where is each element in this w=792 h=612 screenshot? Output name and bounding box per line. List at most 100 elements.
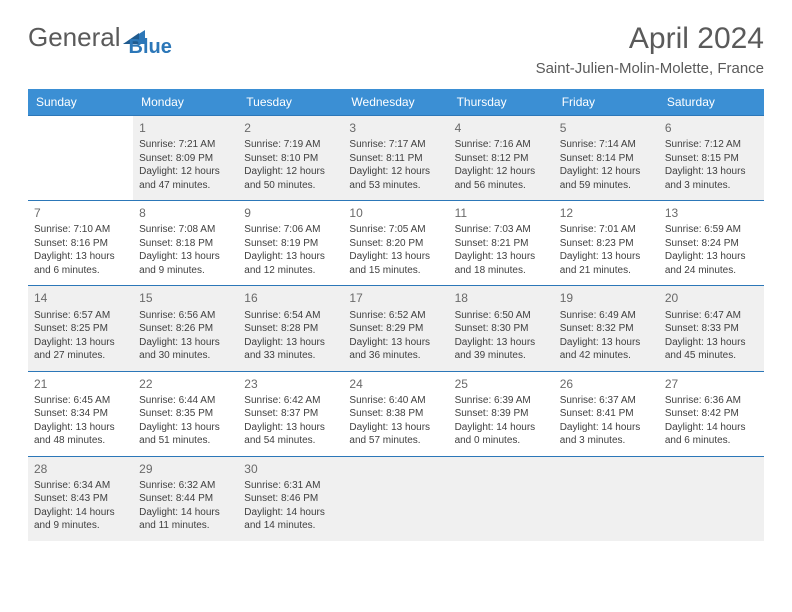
cell-day1: Daylight: 13 hours bbox=[560, 336, 653, 350]
cell-day2: and 39 minutes. bbox=[455, 349, 548, 363]
cell-day2: and 48 minutes. bbox=[34, 434, 127, 448]
calendar-cell: 1Sunrise: 7:21 AMSunset: 8:09 PMDaylight… bbox=[133, 116, 238, 201]
cell-day2: and 18 minutes. bbox=[455, 264, 548, 278]
cell-sunset: Sunset: 8:11 PM bbox=[349, 152, 442, 166]
calendar-grid: Sunday Monday Tuesday Wednesday Thursday… bbox=[28, 89, 764, 541]
cell-sunset: Sunset: 8:09 PM bbox=[139, 152, 232, 166]
day-number: 18 bbox=[455, 290, 548, 306]
day-number: 6 bbox=[665, 120, 758, 136]
cell-sunrise: Sunrise: 7:06 AM bbox=[244, 223, 337, 237]
cell-sunset: Sunset: 8:30 PM bbox=[455, 322, 548, 336]
calendar-cell: 13Sunrise: 6:59 AMSunset: 8:24 PMDayligh… bbox=[659, 201, 764, 286]
cell-sunset: Sunset: 8:28 PM bbox=[244, 322, 337, 336]
day-number: 10 bbox=[349, 205, 442, 221]
cell-sunrise: Sunrise: 6:59 AM bbox=[665, 223, 758, 237]
cell-sunset: Sunset: 8:29 PM bbox=[349, 322, 442, 336]
calendar-cell: 27Sunrise: 6:36 AMSunset: 8:42 PMDayligh… bbox=[659, 371, 764, 456]
day-number: 4 bbox=[455, 120, 548, 136]
cell-sunset: Sunset: 8:19 PM bbox=[244, 237, 337, 251]
cell-day1: Daylight: 12 hours bbox=[560, 165, 653, 179]
cell-day2: and 30 minutes. bbox=[139, 349, 232, 363]
cell-sunrise: Sunrise: 6:50 AM bbox=[455, 309, 548, 323]
cell-sunrise: Sunrise: 6:42 AM bbox=[244, 394, 337, 408]
calendar-cell: 28Sunrise: 6:34 AMSunset: 8:43 PMDayligh… bbox=[28, 456, 133, 541]
day-number: 29 bbox=[139, 461, 232, 477]
calendar-cell: 2Sunrise: 7:19 AMSunset: 8:10 PMDaylight… bbox=[238, 116, 343, 201]
month-title: April 2024 bbox=[536, 22, 764, 56]
cell-day2: and 56 minutes. bbox=[455, 179, 548, 193]
cell-sunrise: Sunrise: 6:54 AM bbox=[244, 309, 337, 323]
cell-day2: and 3 minutes. bbox=[665, 179, 758, 193]
cell-sunrise: Sunrise: 7:12 AM bbox=[665, 138, 758, 152]
day-number: 13 bbox=[665, 205, 758, 221]
cell-day1: Daylight: 12 hours bbox=[244, 165, 337, 179]
day-number: 24 bbox=[349, 376, 442, 392]
cell-sunrise: Sunrise: 7:14 AM bbox=[560, 138, 653, 152]
cell-sunrise: Sunrise: 6:40 AM bbox=[349, 394, 442, 408]
cell-day1: Daylight: 13 hours bbox=[139, 421, 232, 435]
calendar-cell bbox=[28, 116, 133, 201]
cell-sunset: Sunset: 8:37 PM bbox=[244, 407, 337, 421]
cell-sunrise: Sunrise: 6:36 AM bbox=[665, 394, 758, 408]
day-number: 25 bbox=[455, 376, 548, 392]
calendar-cell bbox=[449, 456, 554, 541]
cell-day2: and 9 minutes. bbox=[139, 264, 232, 278]
cell-sunrise: Sunrise: 7:21 AM bbox=[139, 138, 232, 152]
day-number: 15 bbox=[139, 290, 232, 306]
cell-day2: and 27 minutes. bbox=[34, 349, 127, 363]
cell-day2: and 24 minutes. bbox=[665, 264, 758, 278]
weekday-monday: Monday bbox=[133, 89, 238, 116]
weekday-saturday: Saturday bbox=[659, 89, 764, 116]
cell-sunset: Sunset: 8:38 PM bbox=[349, 407, 442, 421]
cell-day2: and 47 minutes. bbox=[139, 179, 232, 193]
cell-day1: Daylight: 13 hours bbox=[139, 336, 232, 350]
cell-sunrise: Sunrise: 7:08 AM bbox=[139, 223, 232, 237]
calendar-cell: 5Sunrise: 7:14 AMSunset: 8:14 PMDaylight… bbox=[554, 116, 659, 201]
calendar-cell: 12Sunrise: 7:01 AMSunset: 8:23 PMDayligh… bbox=[554, 201, 659, 286]
cell-sunset: Sunset: 8:18 PM bbox=[139, 237, 232, 251]
weekday-header-row: Sunday Monday Tuesday Wednesday Thursday… bbox=[28, 89, 764, 116]
cell-day1: Daylight: 13 hours bbox=[665, 336, 758, 350]
cell-day1: Daylight: 14 hours bbox=[139, 506, 232, 520]
cell-day1: Daylight: 14 hours bbox=[455, 421, 548, 435]
cell-sunrise: Sunrise: 7:16 AM bbox=[455, 138, 548, 152]
cell-day1: Daylight: 13 hours bbox=[34, 336, 127, 350]
cell-day1: Daylight: 13 hours bbox=[665, 250, 758, 264]
cell-sunset: Sunset: 8:39 PM bbox=[455, 407, 548, 421]
cell-sunrise: Sunrise: 6:56 AM bbox=[139, 309, 232, 323]
cell-sunrise: Sunrise: 6:34 AM bbox=[34, 479, 127, 493]
day-number: 19 bbox=[560, 290, 653, 306]
cell-day2: and 45 minutes. bbox=[665, 349, 758, 363]
cell-sunset: Sunset: 8:34 PM bbox=[34, 407, 127, 421]
calendar-cell: 21Sunrise: 6:45 AMSunset: 8:34 PMDayligh… bbox=[28, 371, 133, 456]
cell-day1: Daylight: 13 hours bbox=[244, 421, 337, 435]
cell-day1: Daylight: 13 hours bbox=[34, 421, 127, 435]
cell-day2: and 50 minutes. bbox=[244, 179, 337, 193]
cell-sunset: Sunset: 8:26 PM bbox=[139, 322, 232, 336]
calendar-cell: 25Sunrise: 6:39 AMSunset: 8:39 PMDayligh… bbox=[449, 371, 554, 456]
weekday-wednesday: Wednesday bbox=[343, 89, 448, 116]
cell-day1: Daylight: 13 hours bbox=[349, 250, 442, 264]
day-number: 20 bbox=[665, 290, 758, 306]
cell-day2: and 6 minutes. bbox=[34, 264, 127, 278]
cell-day1: Daylight: 13 hours bbox=[34, 250, 127, 264]
calendar-cell: 22Sunrise: 6:44 AMSunset: 8:35 PMDayligh… bbox=[133, 371, 238, 456]
day-number: 23 bbox=[244, 376, 337, 392]
calendar-cell: 3Sunrise: 7:17 AMSunset: 8:11 PMDaylight… bbox=[343, 116, 448, 201]
day-number: 2 bbox=[244, 120, 337, 136]
cell-day1: Daylight: 13 hours bbox=[139, 250, 232, 264]
calendar-week-row: 14Sunrise: 6:57 AMSunset: 8:25 PMDayligh… bbox=[28, 286, 764, 371]
cell-sunrise: Sunrise: 6:52 AM bbox=[349, 309, 442, 323]
cell-sunset: Sunset: 8:10 PM bbox=[244, 152, 337, 166]
cell-sunset: Sunset: 8:15 PM bbox=[665, 152, 758, 166]
cell-sunrise: Sunrise: 7:03 AM bbox=[455, 223, 548, 237]
cell-day1: Daylight: 14 hours bbox=[34, 506, 127, 520]
cell-sunrise: Sunrise: 6:44 AM bbox=[139, 394, 232, 408]
cell-day1: Daylight: 13 hours bbox=[560, 250, 653, 264]
calendar-cell: 9Sunrise: 7:06 AMSunset: 8:19 PMDaylight… bbox=[238, 201, 343, 286]
cell-day1: Daylight: 12 hours bbox=[349, 165, 442, 179]
cell-sunset: Sunset: 8:43 PM bbox=[34, 492, 127, 506]
cell-day2: and 33 minutes. bbox=[244, 349, 337, 363]
cell-day2: and 9 minutes. bbox=[34, 519, 127, 533]
calendar-cell: 29Sunrise: 6:32 AMSunset: 8:44 PMDayligh… bbox=[133, 456, 238, 541]
